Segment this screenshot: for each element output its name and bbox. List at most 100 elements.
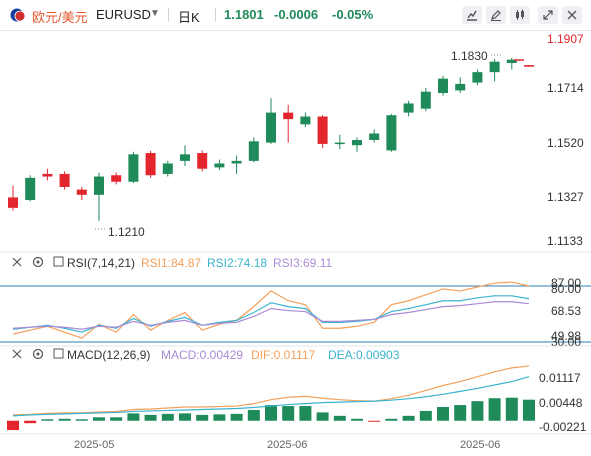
macd-axis-1: 0.00448 — [539, 396, 583, 410]
close-button[interactable] — [562, 6, 582, 24]
candle — [145, 153, 156, 176]
rsi-title: RSI(7,14,21) — [67, 256, 135, 270]
expand-icon — [543, 10, 553, 20]
symbol-name[interactable]: 欧元/美元 — [32, 10, 88, 25]
macd-bar — [58, 418, 71, 421]
dea-value: DEA:0.00903 — [328, 348, 400, 362]
candle — [283, 112, 294, 120]
candle — [334, 142, 345, 145]
candle — [248, 141, 259, 161]
macd-bar — [437, 407, 449, 421]
macd-bar — [41, 419, 54, 421]
settings-icon[interactable] — [32, 256, 44, 268]
macd-bar — [247, 409, 260, 421]
pencil-icon — [491, 10, 501, 21]
candle — [180, 154, 190, 161]
macd-bar — [505, 397, 518, 421]
checkbox-icon[interactable] — [53, 256, 64, 267]
candle — [76, 189, 87, 195]
settings-icon[interactable] — [32, 348, 44, 360]
price-axis-label-4: 1.1133 — [547, 234, 583, 248]
high-label: 1.1830 — [451, 49, 488, 63]
macd-bar — [368, 420, 381, 422]
candle — [317, 116, 328, 144]
candle — [455, 83, 466, 91]
candle — [42, 173, 53, 177]
rsi3-line — [12, 301, 530, 330]
indicator-button[interactable] — [462, 6, 482, 24]
candle — [128, 154, 139, 182]
candle — [94, 176, 104, 195]
low-label: 1.1210 — [108, 225, 145, 239]
macd-bar — [454, 405, 467, 421]
candle — [386, 115, 397, 151]
candle — [59, 173, 70, 187]
candle — [111, 175, 122, 182]
macd-bar — [110, 417, 123, 421]
candle-icon — [516, 9, 524, 20]
hide-icon[interactable] — [12, 349, 22, 359]
macd-bar — [488, 398, 501, 421]
toolbar: 欧元/美元 EURUSD ▼ 日K 1.1801 -0.0006 -0.05% — [0, 0, 591, 31]
price-change: -0.0006 — [274, 7, 319, 22]
rsi2-line — [12, 295, 530, 333]
dif-line — [12, 365, 530, 416]
macd-bar — [419, 410, 432, 421]
macd-bar — [265, 405, 277, 421]
dif-value: DIF:0.01117 — [251, 348, 316, 362]
macd-axis-2: -0.00221 — [539, 420, 587, 434]
last-price: 1.1801 — [224, 7, 264, 22]
x-axis-label-2: 2025-06 — [460, 439, 500, 451]
candle — [506, 59, 517, 64]
macd-bar — [230, 413, 243, 421]
macd-bar — [402, 415, 415, 421]
macd-title: MACD(12,26,9) — [67, 348, 150, 362]
macd-bar — [351, 418, 363, 421]
dea-line — [12, 376, 530, 417]
rsi2-value: RSI2:74.18 — [207, 256, 267, 270]
candle — [266, 112, 276, 143]
chevron-down-icon[interactable]: ▼ — [150, 8, 160, 19]
rsi-axis-30: 30.00 — [551, 335, 581, 349]
candle — [352, 140, 362, 146]
draw-button[interactable] — [486, 6, 506, 24]
macd-bar — [93, 417, 105, 421]
macd-bar — [282, 406, 295, 421]
candle — [8, 197, 18, 208]
rsi1-line — [12, 281, 530, 339]
macd-header: MACD(12,26,9) MACD:0.00429 DIF:0.01117 D… — [12, 348, 400, 362]
candle — [197, 153, 208, 169]
rsi-header: RSI(7,14,21) RSI1:84.87 RSI2:74.18 RSI3:… — [12, 256, 332, 270]
rsi-axis-50: 49.98 — [551, 329, 581, 343]
macd-bar — [471, 401, 484, 421]
flag-icon — [10, 8, 26, 25]
candle — [489, 61, 500, 73]
candle — [369, 133, 380, 140]
macd-value: MACD:0.00429 — [161, 348, 243, 362]
chart-type-button[interactable] — [510, 6, 530, 24]
indicator-icon — [467, 10, 477, 21]
price-axis-label-0: 1.1907 — [547, 32, 584, 46]
macd-bar — [385, 418, 398, 421]
rsi-axis-87: 87.00 — [551, 276, 581, 290]
hide-icon[interactable] — [12, 257, 22, 267]
macd-bar — [75, 419, 88, 421]
macd-bar — [7, 420, 19, 431]
macd-bar — [144, 414, 157, 421]
macd-bar — [299, 406, 312, 421]
symbol-code[interactable]: EURUSD — [96, 7, 151, 22]
macd-axis-0: 0.01117 — [539, 371, 581, 385]
close-icon — [567, 10, 577, 20]
macd-bar — [196, 414, 209, 421]
interval-selector[interactable]: 日K — [178, 10, 200, 25]
checkbox-icon[interactable] — [53, 348, 64, 359]
price-axis-label-1: 1.1714 — [547, 81, 584, 95]
candle — [162, 163, 173, 174]
candle — [25, 177, 36, 201]
macd-bar — [523, 399, 535, 421]
rsi1-value: RSI1:84.87 — [141, 256, 201, 270]
macd-bar — [24, 420, 37, 424]
fullscreen-button[interactable] — [538, 6, 558, 24]
x-axis-label-0: 2025-05 — [74, 439, 114, 451]
